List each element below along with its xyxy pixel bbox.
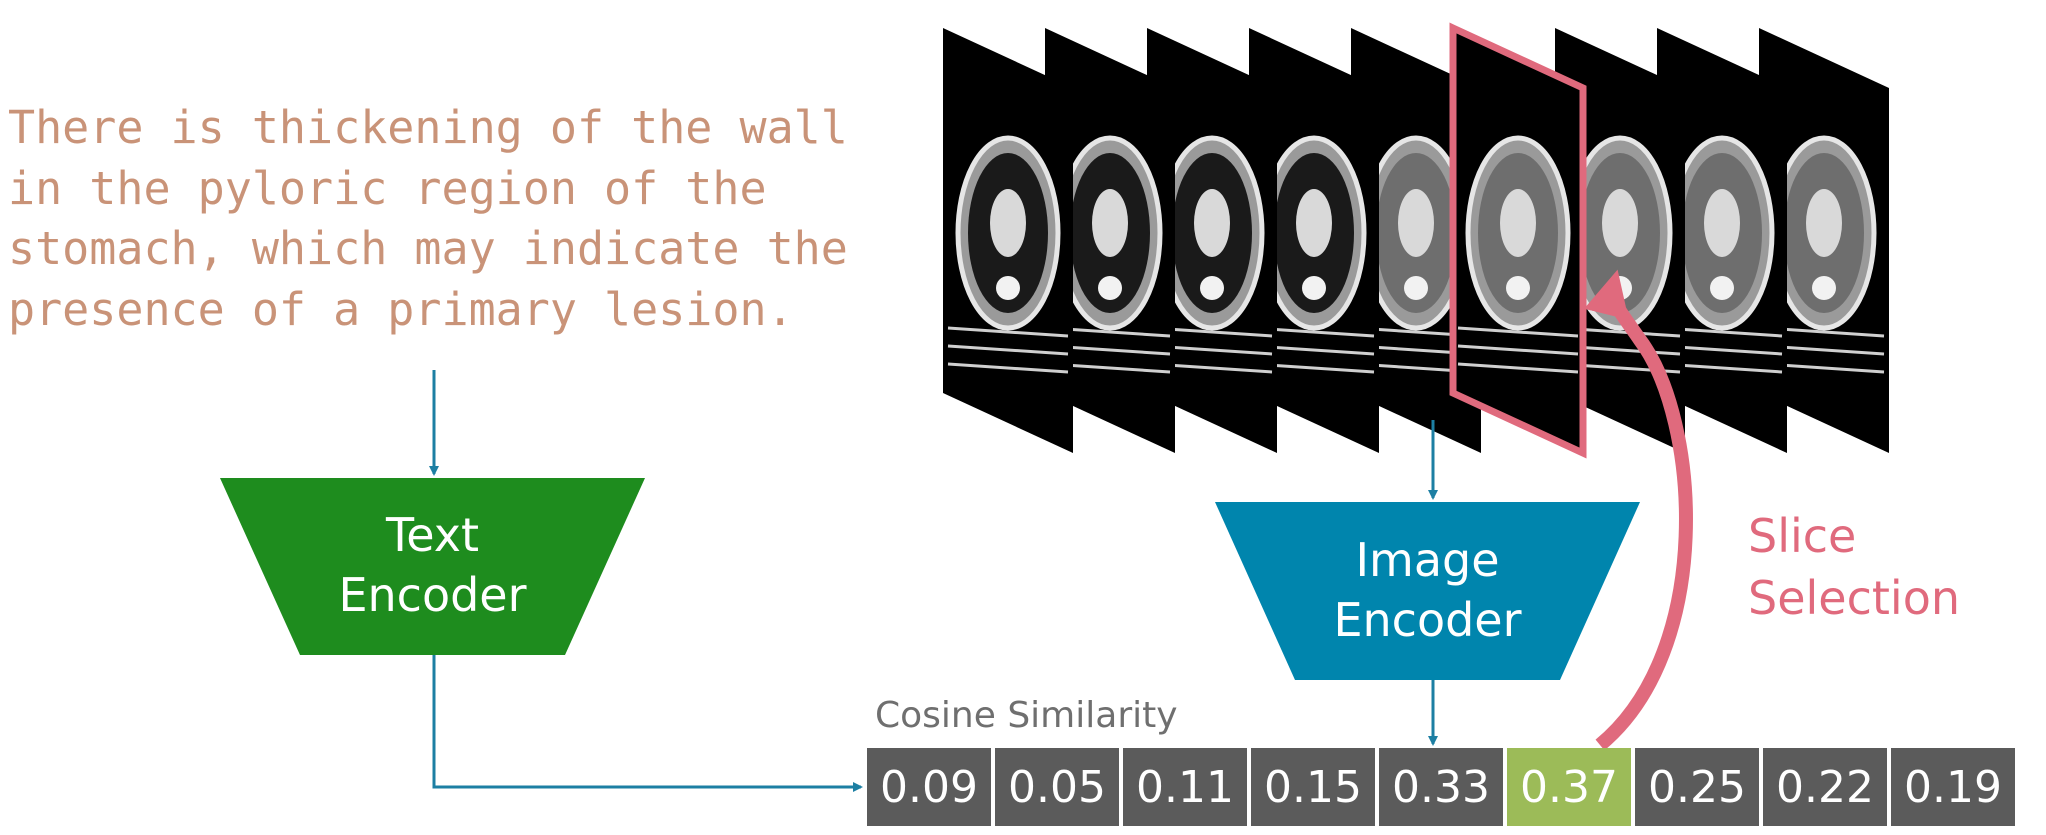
text-encoder-label-line-2: Encoder [338, 568, 527, 622]
ct-organ [1398, 189, 1434, 257]
ct-spine [1404, 276, 1428, 300]
similarity-score-cell: 0.05 [995, 748, 1119, 826]
cosine-similarity-label: Cosine Similarity [875, 695, 1178, 736]
ct-organ [1602, 189, 1638, 257]
ct-table-line [1457, 362, 1579, 374]
ct-organ [1194, 189, 1230, 257]
ct-spine [1200, 276, 1224, 300]
ct-spine [1710, 276, 1734, 300]
similarity-score-cell: 0.33 [1379, 748, 1503, 826]
ct-slice-stack [943, 22, 1889, 459]
ct-table-line [1457, 326, 1579, 338]
ct-table-line [947, 326, 1069, 338]
similarity-score-cell: 0.25 [1635, 748, 1759, 826]
text-encoder-label-line-1: Text [385, 508, 480, 562]
query-text-line-1: There is thickening of the wall [8, 101, 848, 154]
ct-organ [1704, 189, 1740, 257]
ct-spine [1506, 276, 1530, 300]
ct-organ [990, 189, 1026, 257]
query-text-line-2: in the pyloric region of the [8, 162, 767, 215]
ct-organ [1806, 189, 1842, 257]
ct-table-line [1457, 344, 1579, 356]
ct-spine [996, 276, 1020, 300]
text-encoder-label: Text Encoder [300, 505, 565, 625]
slice-selection-label: Slice [1748, 509, 1857, 563]
image-encoder-label: Image Encoder [1295, 530, 1560, 650]
query-text-line-4: presence of a primary lesion. [8, 283, 794, 336]
image-encoder-label-line-2: Encoder [1333, 593, 1522, 647]
similarity-score-cell: 0.11 [1123, 748, 1247, 826]
similarity-score-cell: 0.19 [1891, 748, 2015, 826]
similarity-score-cell: 0.37 [1507, 748, 1631, 826]
ct-organ [1296, 189, 1332, 257]
text-encoder-block [220, 478, 645, 655]
slice-selection-label-2: Selection [1748, 571, 1960, 625]
image-encoder-label-line-1: Image [1355, 533, 1500, 587]
slice-selection-arrow [1584, 269, 1693, 751]
text-encoder-to-scores-arrow [432, 655, 863, 792]
ct-spine [1812, 276, 1836, 300]
query-text-line-3: stomach, which may indicate the [8, 222, 848, 275]
similarity-score-cell: 0.15 [1251, 748, 1375, 826]
ct-table-line [947, 344, 1069, 356]
ct-table-line [947, 362, 1069, 374]
similarity-score-cell: 0.22 [1763, 748, 1887, 826]
ct-organ [1500, 189, 1536, 257]
ct-organ [1092, 189, 1128, 257]
similarity-score-cell: 0.09 [867, 748, 991, 826]
ct-spine [1302, 276, 1326, 300]
ct-spine [1098, 276, 1122, 300]
image-encoder-block [1215, 502, 1640, 680]
